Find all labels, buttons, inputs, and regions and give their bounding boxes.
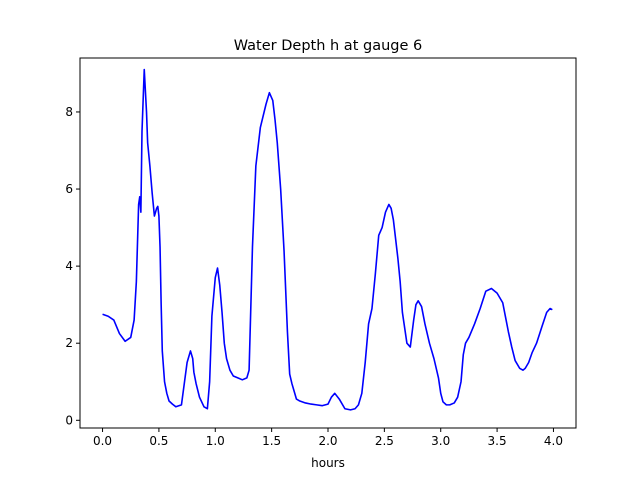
- x-tick-label: 0.5: [149, 434, 168, 448]
- chart-title: Water Depth h at gauge 6: [234, 38, 422, 54]
- x-axis-label: hours: [311, 456, 345, 470]
- x-tick-label: 4.0: [544, 434, 563, 448]
- x-tick-label: 1.0: [206, 434, 225, 448]
- x-tick-label: 3.0: [431, 434, 450, 448]
- x-tick-label: 1.5: [262, 434, 281, 448]
- y-tick-label: 2: [65, 336, 73, 350]
- plot-area: 0.0 0.5 1.0 1.5 2.0 2.5 3.0 3.5 4.0 0 2 4 6 8: [65, 57, 577, 448]
- series-line-0: [102, 68, 553, 411]
- x-tick-label: 3.5: [488, 434, 507, 448]
- x-tick-label: 2.5: [375, 434, 394, 448]
- y-tick-label: 0: [65, 413, 73, 427]
- x-tick-label: 2.0: [318, 434, 337, 448]
- x-tick-label: 0.0: [93, 434, 112, 448]
- y-tick-label: 6: [65, 182, 73, 196]
- y-tick-label: 8: [65, 105, 73, 119]
- y-tick-label: 4: [65, 259, 73, 273]
